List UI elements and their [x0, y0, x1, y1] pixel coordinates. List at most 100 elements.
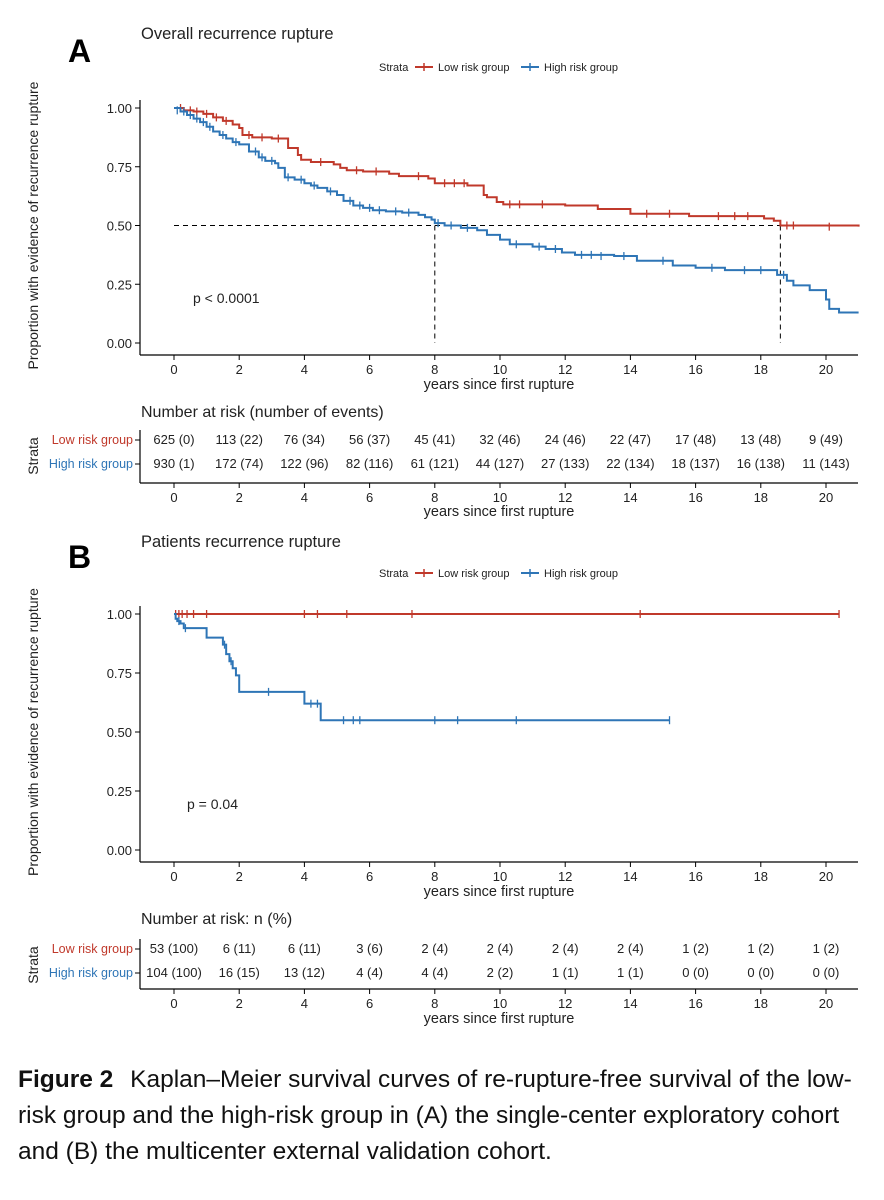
panel-b-risk-xtick-label: 12 [558, 996, 572, 1011]
panel-a-xlabel: years since first rupture [424, 377, 575, 393]
panel-b-risk-cell-high: 4 (4) [356, 965, 383, 980]
panel-b-risk-xtick-label: 14 [623, 996, 637, 1011]
panel-a-risk-cell-low: 22 (47) [610, 432, 651, 447]
panel-b-risk-cell-low: 2 (4) [421, 941, 448, 956]
panel-b-xtick-label: 0 [170, 869, 177, 884]
panel-a-risk-xtick-label: 18 [754, 490, 768, 505]
panel-a-risk-cell-low: 76 (34) [284, 432, 325, 447]
panel-a-risk-cell-low: 45 (41) [414, 432, 455, 447]
panel-b-risk-cell-high: 2 (2) [487, 965, 514, 980]
panel-b-risk-cell-high: 0 (0) [682, 965, 709, 980]
panel-b-risk-xtick-label: 16 [688, 996, 702, 1011]
panel-a-xtick-label: 18 [754, 362, 768, 377]
panel-a-xtick-label: 4 [301, 362, 308, 377]
panel-a-risk-cell-high: 16 (138) [737, 456, 785, 471]
panel-b-risk-xtick-label: 18 [754, 996, 768, 1011]
panel-b-risk-cell-low: 2 (4) [552, 941, 579, 956]
panel-a-risk-row-label-high: High risk group [49, 457, 133, 471]
panel-b-legend-label-low: Low risk group [438, 568, 510, 580]
panel-a-risk-xlabel: years since first rupture [424, 504, 575, 520]
panel-b-risk-cell-low: 1 (2) [747, 941, 774, 956]
panel-b-xtick-label: 8 [431, 869, 438, 884]
panel-b-ytick-label: 0.50 [107, 725, 132, 740]
panel-b-risk-cell-low: 2 (4) [487, 941, 514, 956]
panel-a-risk-cell-low: 625 (0) [153, 432, 194, 447]
panel-a-risk-cell-high: 22 (134) [606, 456, 654, 471]
panel-a-risk-row-label-low: Low risk group [52, 433, 133, 447]
panel-a-risk-xtick-label: 6 [366, 490, 373, 505]
panel-b-curve-high [174, 613, 670, 722]
panel-b-risk-xtick-label: 10 [493, 996, 507, 1011]
panel-b-risk-cell-high: 1 (1) [552, 965, 579, 980]
panel-a-risk-strata-label: Strata [25, 437, 41, 475]
panel-b-label: B [68, 539, 91, 575]
panel-a-risk-cell-low: 24 (46) [545, 432, 586, 447]
panel-a-ytick-label: 0.00 [107, 336, 132, 351]
panel-a-xtick-label: 14 [623, 362, 637, 377]
panel-b-pvalue: p = 0.04 [187, 796, 238, 812]
panel-a-risk-xtick-label: 2 [236, 490, 243, 505]
panel-a-curve-low [174, 107, 860, 227]
panel-a-xtick-label: 12 [558, 362, 572, 377]
panel-a-risk-cell-low: 17 (48) [675, 432, 716, 447]
panel-b-risk-cell-high: 13 (12) [284, 965, 325, 980]
panel-b-risk-xtick-label: 4 [301, 996, 308, 1011]
panel-b-risk-row-label-low: Low risk group [52, 942, 133, 956]
panel-a-xtick-label: 0 [170, 362, 177, 377]
panel-b-xtick-label: 20 [819, 869, 833, 884]
caption-label: Figure 2 [18, 1066, 114, 1093]
panel-b-risk-cell-high: 0 (0) [813, 965, 840, 980]
panel-a-risk-cell-low: 56 (37) [349, 432, 390, 447]
panel-a-risk-cell-low: 9 (49) [809, 432, 843, 447]
panel-a-risk-title: Number at risk (number of events) [141, 404, 384, 421]
panel-b-xtick-label: 10 [493, 869, 507, 884]
panel-b-ytick-label: 0.75 [107, 666, 132, 681]
panel-a-risk-cell-high: 172 (74) [215, 456, 263, 471]
panel-b-risk-cell-low: 53 (100) [150, 941, 198, 956]
panel-b-risk-cell-high: 16 (15) [219, 965, 260, 980]
panel-a-risk-cell-high: 27 (133) [541, 456, 589, 471]
panel-b-risk-cell-high: 0 (0) [747, 965, 774, 980]
panel-a-risk-cell-high: 930 (1) [153, 456, 194, 471]
panel-b-risk-cell-low: 2 (4) [617, 941, 644, 956]
panel-b-xtick-label: 2 [236, 869, 243, 884]
panel-a-legend-title: Strata [379, 62, 409, 74]
panel-a-xtick-label: 2 [236, 362, 243, 377]
panel-b-risk-cell-low: 6 (11) [223, 941, 256, 956]
panel-b-risk-cell-high: 104 (100) [146, 965, 202, 980]
panel-a-xtick-label: 16 [688, 362, 702, 377]
panel-a-ytick-label: 0.50 [107, 219, 132, 234]
panel-b-risk-cell-low: 6 (11) [288, 941, 321, 956]
panel-a-risk-xtick-label: 8 [431, 490, 438, 505]
panel-b-risk-xtick-label: 6 [366, 996, 373, 1011]
panel-a-risk-xtick-label: 0 [170, 490, 177, 505]
panel-b-risk-cell-high: 4 (4) [421, 965, 448, 980]
panel-a-legend-label-high: High risk group [544, 62, 618, 74]
panel-b-xtick-label: 12 [558, 869, 572, 884]
panel-a-legend-label-low: Low risk group [438, 62, 510, 74]
panel-b-xtick-label: 6 [366, 869, 373, 884]
panel-a-risk-xtick-label: 14 [623, 490, 637, 505]
panel-a-xtick-label: 10 [493, 362, 507, 377]
panel-a-ytick-label: 0.25 [107, 277, 132, 292]
caption-text: Kaplan–Meier survival curves of re-ruptu… [18, 1066, 852, 1165]
panel-b-ytick-label: 0.25 [107, 784, 132, 799]
panel-a-xtick-label: 8 [431, 362, 438, 377]
panel-a-risk-xtick-label: 10 [493, 490, 507, 505]
panel-a-xtick-label: 20 [819, 362, 833, 377]
panel-b-risk-row-label-high: High risk group [49, 966, 133, 980]
panel-b-xtick-label: 4 [301, 869, 308, 884]
panel-b-risk-xtick-label: 8 [431, 996, 438, 1011]
panel-a-risk-xtick-label: 16 [688, 490, 702, 505]
panel-a-risk-xtick-label: 12 [558, 490, 572, 505]
panel-a-risk-xtick-label: 20 [819, 490, 833, 505]
panel-a-risk-cell-low: 113 (22) [215, 432, 262, 447]
figure-caption: Figure 2 Kaplan–Meier survival curves of… [18, 1062, 868, 1170]
panel-b-risk-cell-low: 1 (2) [682, 941, 709, 956]
panel-b-ytick-label: 0.00 [107, 843, 132, 858]
panel-b-risk-strata-label: Strata [25, 946, 41, 984]
panel-a-risk-cell-high: 82 (116) [346, 456, 393, 471]
panel-b-legend-label-high: High risk group [544, 568, 618, 580]
panel-b-risk-cell-low: 3 (6) [356, 941, 383, 956]
panel-b-xtick-label: 18 [754, 869, 768, 884]
